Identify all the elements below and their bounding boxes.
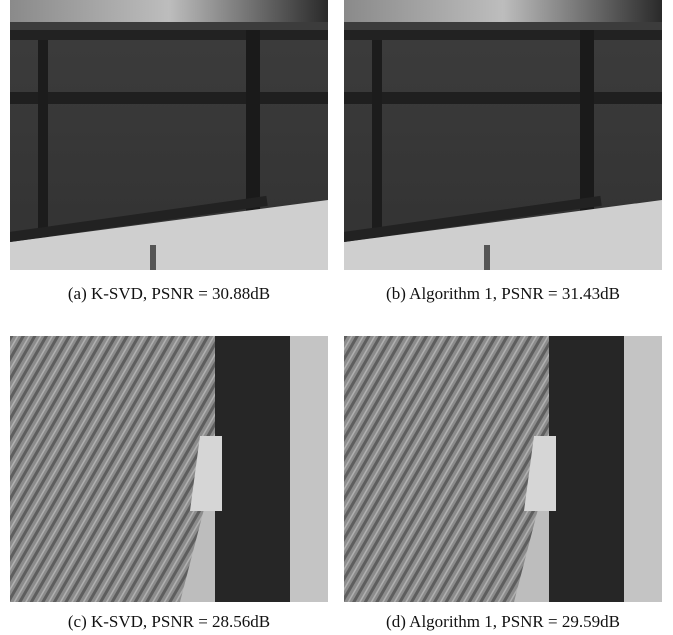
caption: (d) Algorithm 1, PSNR = 29.59dB [386, 612, 620, 631]
caption: (c) K-SVD, PSNR = 28.56dB [68, 612, 270, 631]
figure: (a) K-SVD, PSNR = 30.88dB (b) Algorithm … [0, 0, 673, 635]
image-c [10, 336, 328, 602]
image-b [343, 0, 662, 270]
image-d [344, 336, 662, 602]
caption: (b) Algorithm 1, PSNR = 31.43dB [386, 284, 620, 303]
image-a [9, 0, 328, 270]
caption: (a) K-SVD, PSNR = 30.88dB [68, 284, 270, 303]
